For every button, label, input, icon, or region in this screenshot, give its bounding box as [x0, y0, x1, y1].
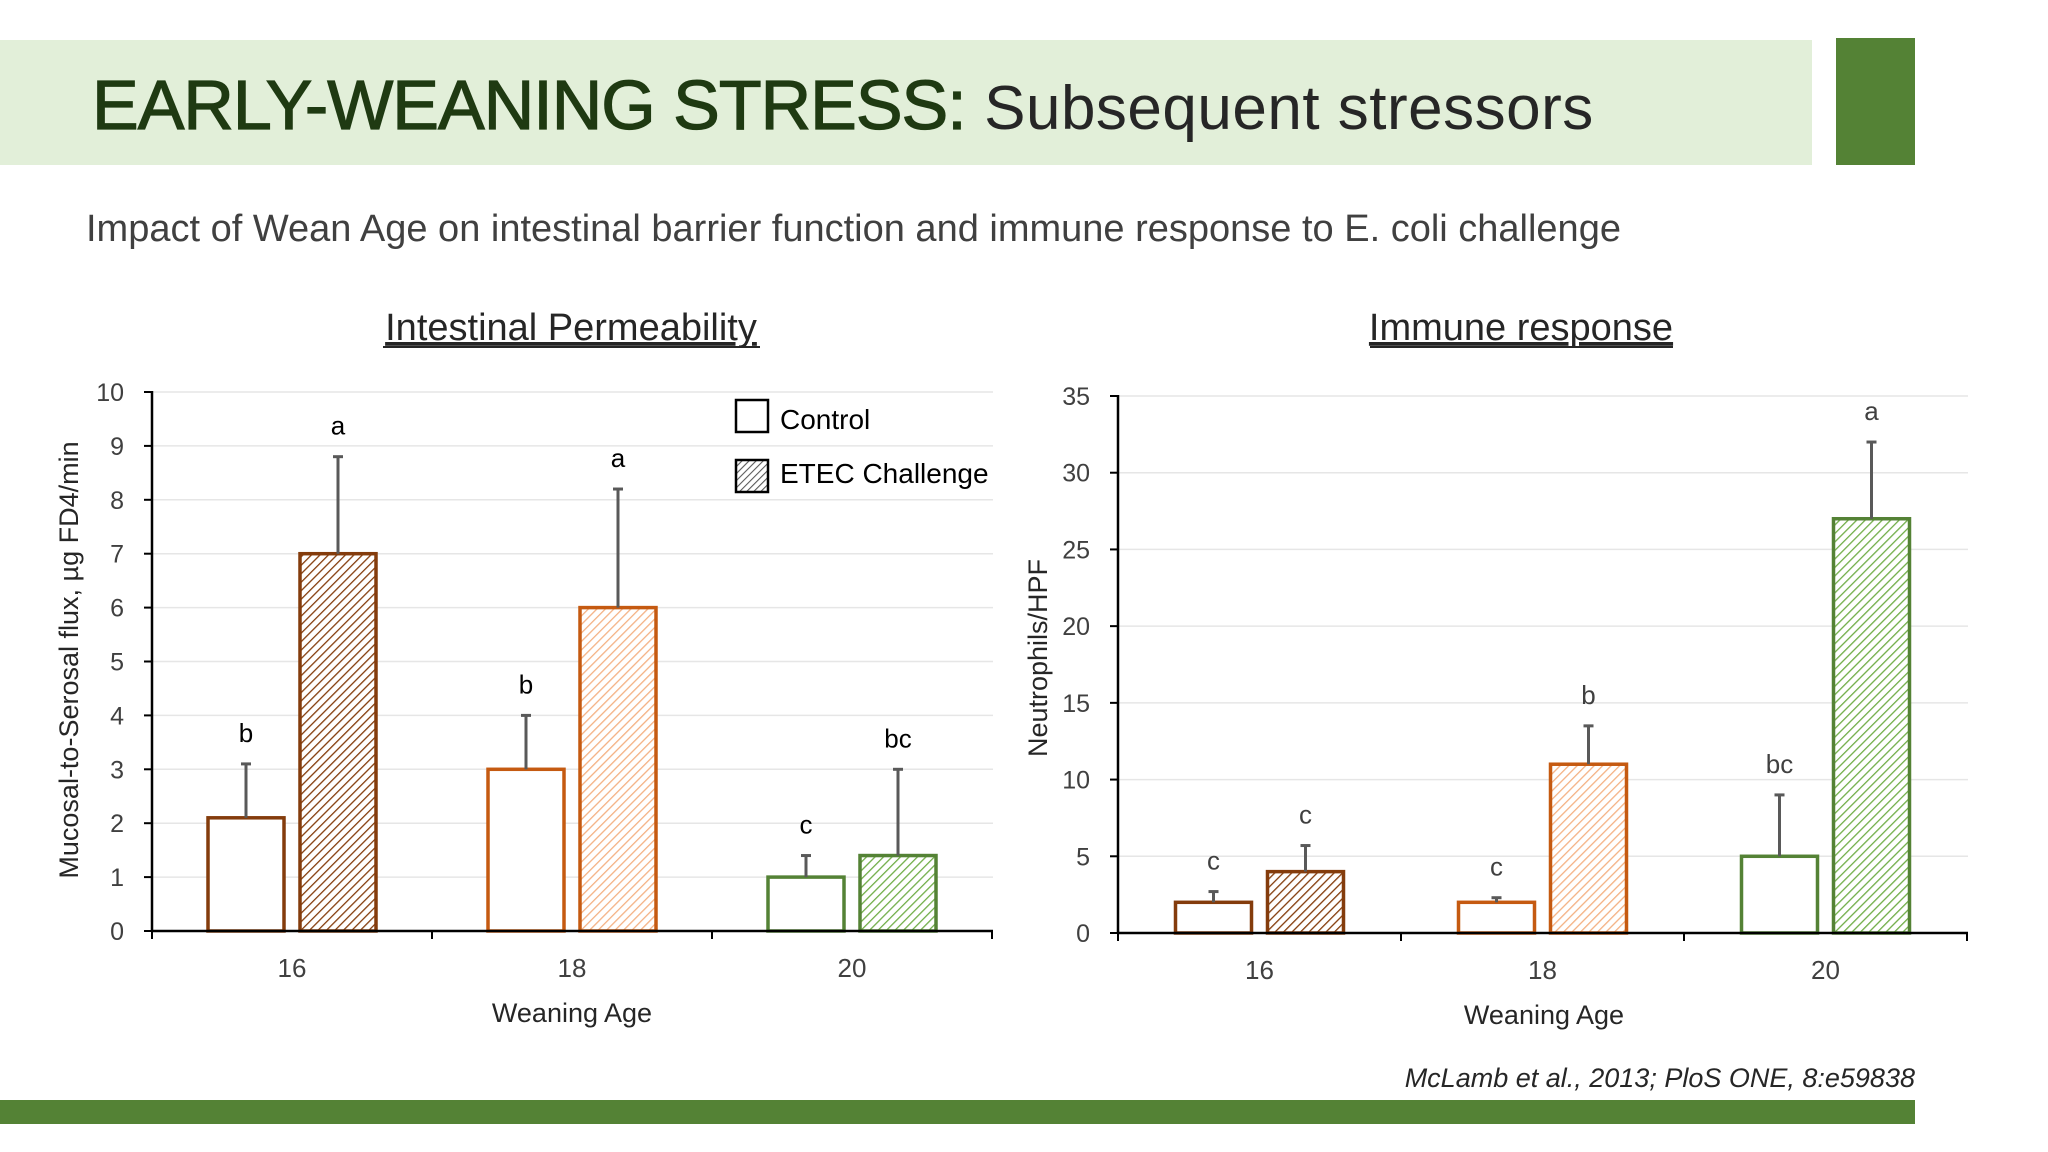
permeability-chart: Intestinal Permeability Mucosal-to-Seros… — [54, 307, 993, 1028]
permeability-y-tick-label: 0 — [110, 918, 124, 946]
permeability-x-tick-label: 16 — [278, 953, 307, 983]
permeability-bar-control-18 — [486, 767, 566, 933]
immune-y-tick-label: 5 — [1076, 843, 1090, 871]
immune-y-tick-label: 15 — [1062, 690, 1090, 718]
permeability-y-tick-label: 6 — [110, 595, 124, 623]
permeability-y-tick-label: 2 — [110, 810, 124, 838]
permeability-y-tick-label: 9 — [110, 433, 124, 461]
permeability-y-tick-label: 4 — [110, 702, 124, 730]
immune-y-tick-label: 20 — [1062, 613, 1090, 641]
title-band — [0, 40, 1812, 165]
immune-x-tick-label: 18 — [1528, 955, 1557, 985]
immune-y-tick-label: 35 — [1062, 383, 1090, 411]
immune-significance-letter: bc — [1766, 749, 1793, 779]
immune-x-label: Weaning Age — [1464, 1000, 1624, 1030]
immune-significance-letter: a — [1864, 396, 1879, 426]
immune-y-tick-label: 10 — [1062, 767, 1090, 795]
permeability-bar-control-16 — [206, 816, 286, 933]
permeability-significance-letter: a — [331, 411, 346, 441]
immune-bar-challenge-18 — [1548, 762, 1629, 935]
immune-significance-letter: c — [1490, 852, 1503, 882]
permeability-bar-challenge-16 — [298, 551, 378, 933]
slide-title-rest: Subsequent stressors — [984, 74, 1594, 143]
bottom-bar — [0, 1100, 1915, 1124]
immune-bar-control-18 — [1456, 900, 1537, 935]
permeability-significance-letter: a — [611, 443, 626, 473]
permeability-bar-challenge-20 — [858, 853, 938, 933]
immune-y-tick-label: 25 — [1062, 536, 1090, 564]
permeability-y-tick-label: 1 — [110, 864, 124, 892]
immune-x-tick-label: 20 — [1811, 955, 1840, 985]
permeability-x-tick-label: 18 — [558, 953, 587, 983]
permeability-title: Intestinal Permeability — [385, 307, 757, 349]
permeability-y-tick-label: 3 — [110, 756, 124, 784]
immune-y-label: Neutrophils/HPF — [1023, 559, 1053, 757]
slide-title-bold: EARLY-WEANING STRESS: — [91, 65, 967, 144]
permeability-significance-letter: c — [800, 810, 813, 840]
permeability-y-label: Mucosal-to-Serosal flux, µg FD4/min — [54, 441, 84, 878]
legend-etec-swatch — [734, 458, 770, 494]
legend-control-label: Control — [780, 404, 870, 435]
permeability-y-tick-label: 8 — [110, 487, 124, 515]
permeability-y-tick-label: 7 — [110, 541, 124, 569]
immune-bar-challenge-16 — [1265, 869, 1346, 935]
permeability-x-label: Weaning Age — [492, 998, 652, 1028]
immune-significance-letter: c — [1299, 800, 1312, 830]
immune-bar-control-20 — [1739, 854, 1820, 935]
permeability-significance-letter: bc — [884, 723, 911, 753]
immune-y-tick-label: 30 — [1062, 460, 1090, 488]
permeability-legend: Control ETEC Challenge — [734, 398, 989, 494]
permeability-significance-letter: b — [519, 669, 533, 699]
immune-chart: Immune response Neutrophils/HPF Weaning … — [1023, 307, 1968, 1030]
immune-bar-challenge-20 — [1831, 516, 1912, 935]
immune-x-tick-label: 16 — [1245, 955, 1274, 985]
citation: McLamb et al., 2013; PloS ONE, 8:e59838 — [1404, 1063, 1915, 1093]
permeability-y-tick-label: 5 — [110, 649, 124, 677]
immune-significance-letter: c — [1207, 846, 1220, 876]
legend-control-swatch — [734, 398, 770, 434]
permeability-significance-letter: b — [239, 718, 253, 748]
permeability-bar-control-20 — [766, 875, 846, 933]
slide-subtitle: Impact of Wean Age on intestinal barrier… — [86, 208, 1621, 250]
immune-bar-control-16 — [1173, 900, 1254, 935]
immune-significance-letter: b — [1581, 680, 1595, 710]
immune-title: Immune response — [1369, 307, 1673, 349]
title-accent-block — [1836, 38, 1915, 165]
permeability-y-tick-label: 10 — [96, 379, 124, 407]
legend-etec-label: ETEC Challenge — [780, 458, 989, 489]
slide-title: EARLY-WEANING STRESS: Subsequent stresso… — [91, 60, 1594, 154]
immune-y-tick-label: 0 — [1076, 920, 1090, 948]
permeability-bar-challenge-18 — [578, 605, 658, 933]
permeability-x-tick-label: 20 — [838, 953, 867, 983]
